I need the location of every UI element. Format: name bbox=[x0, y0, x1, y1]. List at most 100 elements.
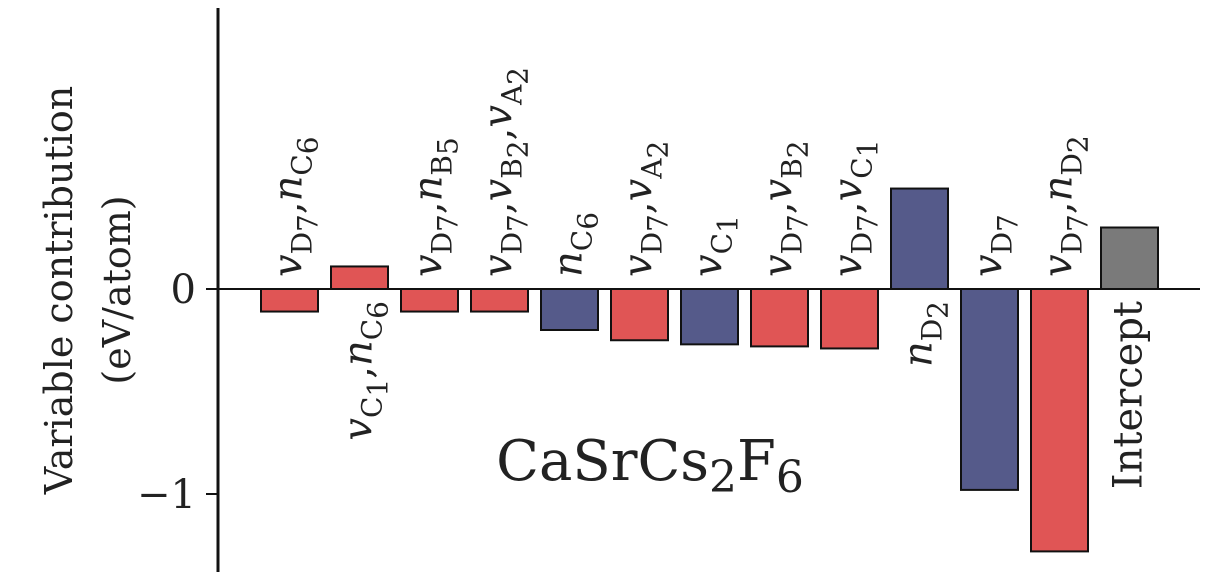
label-text: , bbox=[616, 201, 662, 214]
label-text: v bbox=[756, 178, 802, 201]
label-subscript: B bbox=[776, 158, 809, 179]
label-subscript: D bbox=[286, 232, 319, 254]
y-axis-title-line-0: Variable contribution bbox=[37, 86, 81, 495]
bar-label-1: vC1,nC6 bbox=[336, 301, 395, 441]
label-sub-subscript: 7 bbox=[642, 214, 675, 232]
label-text: v bbox=[476, 254, 522, 277]
label-sub-subscript: 2 bbox=[502, 67, 535, 85]
bar-10 bbox=[960, 288, 1019, 491]
label-sub-subscript: 2 bbox=[922, 301, 955, 319]
label-text: v bbox=[1036, 254, 1082, 277]
label-subscript: A bbox=[496, 84, 529, 106]
label-sub-subscript: 6 bbox=[362, 301, 395, 319]
label-text: , bbox=[266, 201, 312, 214]
label-text: v bbox=[476, 178, 522, 201]
label-subscript: D bbox=[776, 232, 809, 254]
label-text: n bbox=[266, 176, 312, 202]
bar-label-10: vD7 bbox=[966, 214, 1025, 277]
bar-6 bbox=[680, 288, 739, 346]
label-subscript: D bbox=[1056, 153, 1089, 175]
label-sub-subscript: 6 bbox=[292, 136, 325, 154]
label-subscript: C bbox=[356, 397, 389, 418]
label-sub-subscript: 7 bbox=[502, 214, 535, 232]
label-text: v bbox=[686, 254, 732, 277]
bar-8 bbox=[820, 288, 879, 350]
label-subscript: D bbox=[496, 232, 529, 254]
bar-label-11: vD7,nD2 bbox=[1036, 135, 1095, 277]
bar-1 bbox=[330, 265, 389, 291]
label-sub-subscript: 7 bbox=[782, 214, 815, 232]
y-axis-title-line-1: (eV/atom) bbox=[95, 195, 139, 384]
label-text: v bbox=[616, 254, 662, 277]
bar-2 bbox=[400, 288, 459, 313]
compound-text: F bbox=[737, 429, 776, 494]
label-text: v bbox=[826, 254, 872, 277]
label-text: v bbox=[266, 254, 312, 277]
label-sub-subscript: 7 bbox=[292, 214, 325, 232]
label-text: v bbox=[756, 254, 802, 277]
bar-label-2: vD7,nB5 bbox=[406, 137, 465, 277]
bar-label-8: vD7,vC1 bbox=[826, 140, 885, 277]
bar-0 bbox=[260, 288, 319, 313]
label-text: , bbox=[476, 128, 522, 141]
compound-subscript: 6 bbox=[776, 452, 804, 503]
y-tick-label-0: 0 bbox=[171, 267, 196, 313]
label-text: v bbox=[406, 254, 452, 277]
label-sub-subscript: 2 bbox=[502, 140, 535, 158]
label-sub-subscript: 7 bbox=[992, 214, 1025, 232]
label-text: v bbox=[966, 254, 1012, 277]
bar-4 bbox=[540, 288, 599, 331]
label-sub-subscript: 7 bbox=[852, 214, 885, 232]
bar-label-5: vD7,vA2 bbox=[616, 141, 675, 277]
label-text: v bbox=[826, 178, 872, 201]
label-sub-subscript: 7 bbox=[432, 214, 465, 232]
bar-3 bbox=[470, 288, 529, 313]
label-text: v bbox=[336, 418, 382, 441]
label-subscript: D bbox=[1056, 232, 1089, 254]
label-text: n bbox=[896, 341, 942, 367]
label-subscript: D bbox=[986, 232, 1019, 254]
label-sub-subscript: 1 bbox=[852, 140, 885, 158]
label-text: n bbox=[1036, 176, 1082, 202]
bars bbox=[260, 187, 1159, 553]
compound-annotation: CaSrCs2F6 bbox=[496, 429, 804, 503]
label-text: n bbox=[406, 176, 452, 202]
bar-label-0: vD7,nC6 bbox=[266, 136, 325, 277]
y-tick-label-1: −1 bbox=[137, 472, 196, 518]
bar-labels: vD7,nC6vC1,nC6vD7,nB5vD7,vB2,vA2nC6vD7,v… bbox=[266, 67, 1152, 489]
bar-label-6: vC1 bbox=[686, 215, 745, 277]
bar-label-12: Intercept bbox=[1106, 301, 1152, 489]
label-text: v bbox=[616, 178, 662, 201]
label-subscript: C bbox=[286, 154, 319, 175]
label-sub-subscript: 7 bbox=[1062, 214, 1095, 232]
label-sub-subscript: 5 bbox=[432, 137, 465, 155]
y-axis-title: Variable contribution (eV/atom) bbox=[37, 86, 139, 495]
compound-text: CaSrCs bbox=[496, 429, 709, 494]
label-sub-subscript: 2 bbox=[782, 140, 815, 158]
label-subscript: B bbox=[426, 155, 459, 176]
bar-label-3: vD7,vB2,vA2 bbox=[476, 67, 535, 277]
bar-label-4: nC6 bbox=[546, 212, 605, 277]
label-subscript: D bbox=[426, 232, 459, 254]
bar-9 bbox=[890, 187, 949, 290]
label-sub-subscript: 2 bbox=[1062, 135, 1095, 153]
label-text: Intercept bbox=[1106, 301, 1152, 489]
label-text: n bbox=[546, 251, 592, 277]
compound-subscript: 2 bbox=[709, 452, 737, 503]
label-sub-subscript: 1 bbox=[712, 215, 745, 233]
bar-7 bbox=[750, 288, 809, 348]
label-text: , bbox=[756, 201, 802, 214]
label-subscript: C bbox=[706, 233, 739, 254]
label-subscript: D bbox=[916, 319, 949, 341]
label-text: , bbox=[476, 201, 522, 214]
bar-11 bbox=[1030, 288, 1089, 553]
label-sub-subscript: 1 bbox=[362, 379, 395, 397]
label-text: , bbox=[1036, 201, 1082, 214]
label-subscript: A bbox=[636, 158, 669, 180]
label-sub-subscript: 6 bbox=[572, 212, 605, 230]
label-subscript: D bbox=[636, 232, 669, 254]
label-subscript: C bbox=[356, 319, 389, 340]
label-text: n bbox=[336, 340, 382, 366]
label-text: , bbox=[406, 201, 452, 214]
